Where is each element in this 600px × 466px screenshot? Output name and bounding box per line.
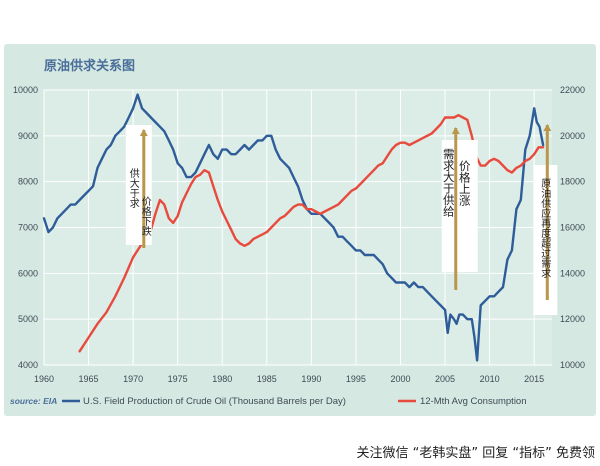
- series-line-consumption: [78, 113, 545, 353]
- x-tick-label: 1985: [257, 374, 277, 384]
- y-right-tick-label: 18000: [560, 177, 585, 187]
- x-axis-ticks: 1960 1965 1970 1975 1980 1985 1990 1995 2000 2005…: [34, 374, 544, 384]
- annotation-arrow-2-head: [451, 127, 460, 134]
- series-line-production: [42, 93, 545, 362]
- annotation-text-1a: 供大于求: [127, 167, 139, 208]
- annotation-box-2: [441, 140, 478, 272]
- y-left-tick-label: 6000: [18, 268, 38, 278]
- legend-label-consumption: 12-Mth Avg Consumption: [420, 396, 527, 407]
- y-right-tick-label: 14000: [560, 268, 585, 278]
- x-tick-label: 2015: [524, 374, 544, 384]
- annotation-arrow-3-head: [543, 124, 552, 131]
- annotation-text-2a: 需求大于供给: [442, 148, 456, 218]
- x-tick-label: 1980: [212, 374, 232, 384]
- y-right-tick-label: 20000: [560, 131, 585, 141]
- source-label: source: EIA: [10, 396, 57, 406]
- x-tick-label: 1975: [168, 374, 188, 384]
- x-tick-label: 1995: [346, 374, 366, 384]
- annotation-box-1: [125, 125, 152, 245]
- y-right-tick-label: 10000: [560, 360, 585, 370]
- y-left-tick-label: 10000: [13, 85, 38, 95]
- y-left-tick-label: 4000: [18, 360, 38, 370]
- x-tick-label: 1970: [123, 374, 143, 384]
- annotation-box-3: [533, 165, 558, 315]
- x-tick-label: 2005: [435, 374, 455, 384]
- y-left-tick-label: 8000: [18, 177, 38, 187]
- y-right-tick-label: 22000: [560, 85, 585, 95]
- annotation-arrow-1-head: [139, 129, 148, 136]
- y-right-tick-label: 16000: [560, 223, 585, 233]
- chart-title: 原油供求关系图: [44, 58, 135, 74]
- y-left-axis-ticks: 4000 5000 6000 7000 8000 9000 10000: [13, 85, 38, 370]
- y-left-tick-label: 9000: [18, 131, 38, 141]
- x-tick-label: 2000: [390, 374, 410, 384]
- x-tick-label: 1960: [34, 374, 54, 384]
- annotation-text-2b: 价格上涨: [458, 160, 472, 207]
- y-left-tick-label: 5000: [18, 314, 38, 324]
- y-left-tick-label: 7000: [18, 223, 38, 233]
- x-tick-label: 1990: [301, 374, 321, 384]
- y-right-tick-label: 12000: [560, 314, 585, 324]
- annotation-text-1b: 价格下跌: [139, 196, 151, 237]
- footer-text: 关注微信 “老韩实盘” 回复 “指标” 免费领: [357, 445, 595, 461]
- x-tick-label: 1965: [79, 374, 99, 384]
- x-tick-label: 2010: [480, 374, 500, 384]
- legend-label-production: U.S. Field Production of Crude Oil (Thou…: [83, 396, 346, 407]
- y-right-axis-ticks: 10000 12000 14000 16000 18000 20000 22000: [560, 85, 585, 370]
- annotation-text-3: 原油供应再度超过需求: [539, 178, 551, 278]
- series-layer: [42, 93, 545, 362]
